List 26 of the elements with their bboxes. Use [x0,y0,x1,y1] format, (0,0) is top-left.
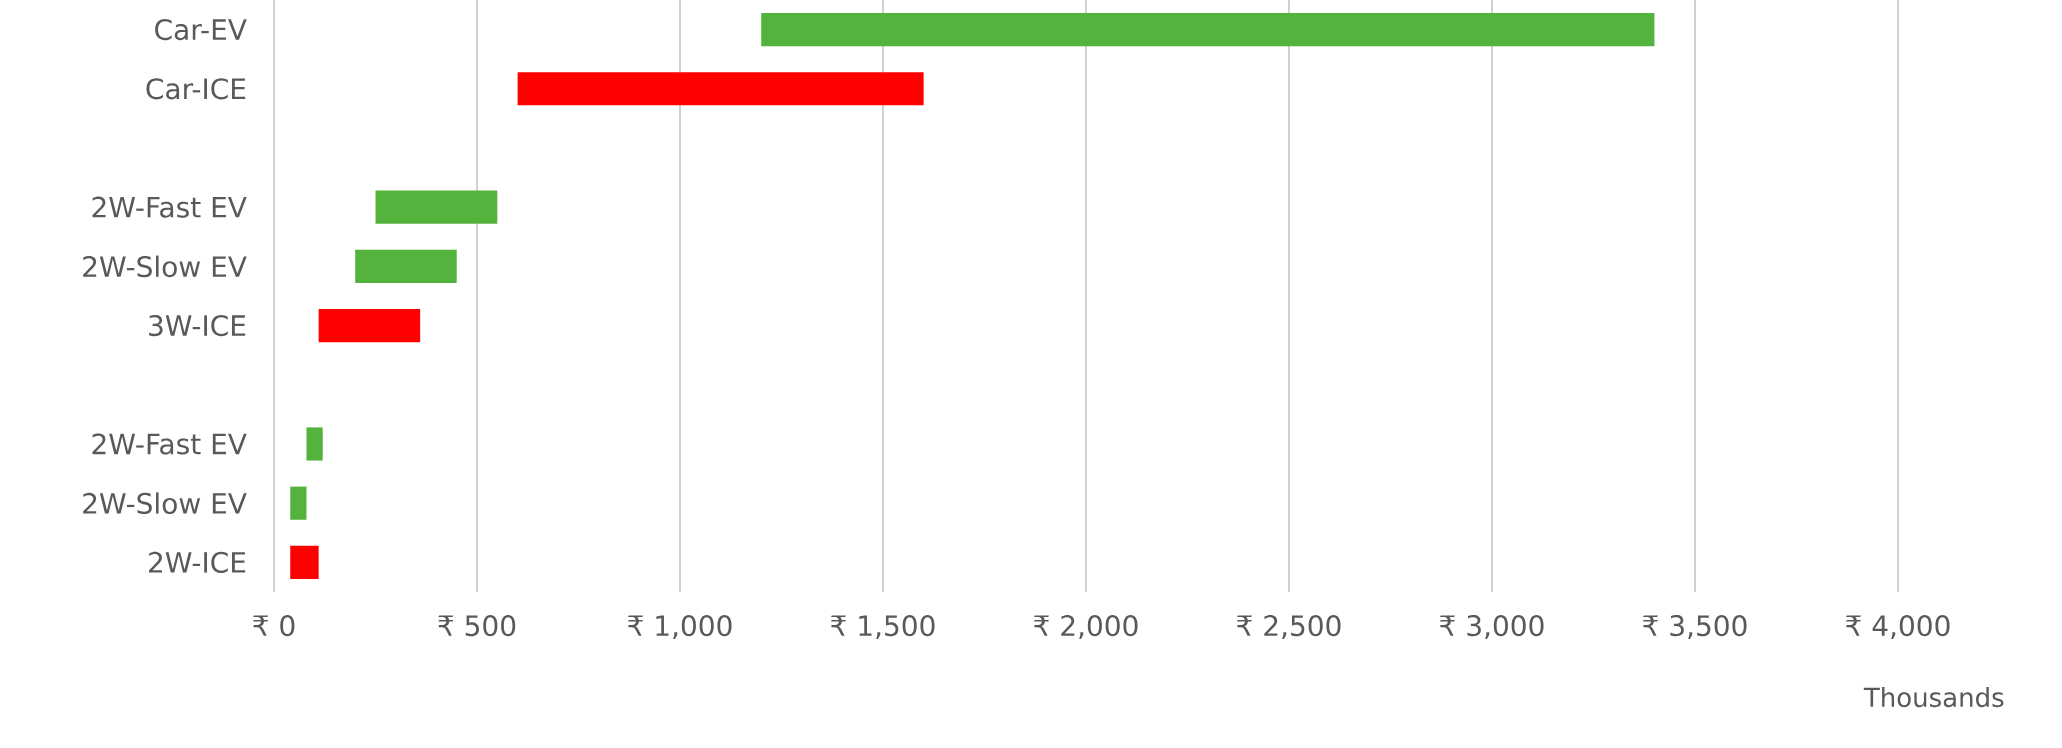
x-tick-label: ₹ 1,000 [628,615,732,640]
x-tick-label: ₹ 0 [253,615,295,637]
y-tick-label: Car-EV [155,18,247,41]
bar [355,249,457,283]
y-tick-label: 2W-Slow EV [83,255,247,278]
bar [761,13,1655,47]
y-tick-label: 2W-ICE [149,551,246,573]
bar [517,72,924,106]
x-tick-label: ₹ 3,000 [1440,615,1544,640]
x-tick-label: ₹ 2,500 [1237,615,1341,640]
y-tick-label: 2W-Slow EV [83,492,247,515]
bar [290,545,319,579]
x-tick-label: ₹ 4,000 [1846,615,1950,640]
x-tick-label: ₹ 2,000 [1034,615,1138,640]
y-tick-label: 2W-Fast EV [92,196,247,218]
x-tick-label: ₹ 500 [438,615,516,637]
bar [290,486,307,520]
x-tick-label: ₹ 3,500 [1643,615,1747,640]
bar [375,190,498,224]
bar [306,427,323,461]
y-tick-label: 3W-ICE [149,314,246,337]
x-tick-label: ₹ 1,500 [831,615,935,640]
y-tick-label: 2W-Fast EV [92,433,247,455]
bar [318,309,421,343]
y-tick-label: Car-ICE [146,78,246,100]
x-axis-title: Thousands [1863,687,2004,708]
